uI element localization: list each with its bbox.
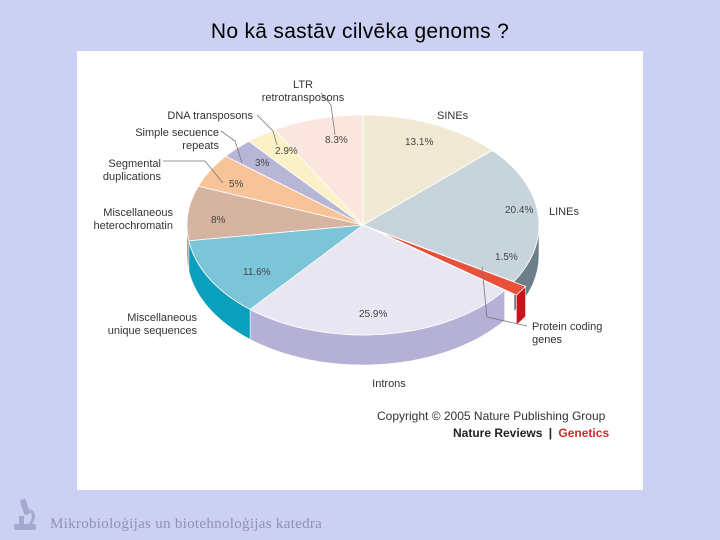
percent-label-9: 8.3% xyxy=(325,135,348,146)
leader-line-7 xyxy=(220,130,243,164)
slice-label-line: Simple secuence xyxy=(135,127,219,139)
slide-title: No kā sastāv cilvēka genoms ? xyxy=(210,20,510,43)
percent-label-0: 13.1% xyxy=(405,137,433,148)
percent-label-6: 5% xyxy=(229,179,244,190)
leader-line-6 xyxy=(163,160,224,184)
slice-label-1: LINEs xyxy=(549,206,579,218)
slice-label-6: Segmental duplications xyxy=(103,158,162,183)
leader-line-2 xyxy=(481,266,528,327)
chart-panel: SINEs LINEs Protein coding genes Introns Misc… xyxy=(77,51,643,490)
slice-label-3: Introns xyxy=(372,378,406,390)
slice-label-8: DNA transposons xyxy=(167,110,253,122)
slice-labels: SINEs LINEs Protein coding genes Introns Misc… xyxy=(94,79,603,390)
percent-label-5: 8% xyxy=(211,215,226,226)
slice-label-line: Introns xyxy=(372,378,406,390)
slice-label-2: Protein coding genes xyxy=(532,321,602,346)
microscope-icon xyxy=(14,498,36,530)
percent-label-4: 11.6% xyxy=(243,267,271,278)
percent-label-3: 25.9% xyxy=(359,309,387,320)
department-footer: Mikrobioloģijas un biotehnoloģijas kated… xyxy=(50,516,323,532)
pie-chart: SINEs LINEs Protein coding genes Introns Misc… xyxy=(94,79,610,440)
slice-label-line: SINEs xyxy=(437,110,469,122)
slice-label-line: Segmental xyxy=(108,158,161,170)
pie-slices xyxy=(186,114,540,336)
slice-label-line: DNA transposons xyxy=(167,110,253,122)
slice-label-line: genes xyxy=(532,334,562,346)
pie-slice-ltr-retrotransposons xyxy=(274,114,364,227)
journal-name: Nature Reviews xyxy=(453,426,543,440)
slice-label-line: LINEs xyxy=(549,206,579,218)
slice-label-line: Protein coding xyxy=(532,321,602,333)
pie-slice-introns xyxy=(249,224,506,336)
slice-label-line: unique sequences xyxy=(108,325,198,337)
percent-label-2: 1.5% xyxy=(495,252,518,263)
percent-label-7: 3% xyxy=(255,158,270,169)
slice-label-line: LTR xyxy=(293,79,313,91)
slice-label-7: Simple secuence repeats xyxy=(135,127,219,152)
journal-credit: Nature Reviews | Genetics xyxy=(453,426,609,440)
slice-label-4: Miscellaneous unique sequences xyxy=(108,312,198,337)
pie-slice-sines xyxy=(362,114,494,226)
percent-labels: 13.1% 20.4% 1.5% 25.9% 11.6% 8% 5% 3% 2.9% 8.3% xyxy=(211,135,533,320)
pie-slice-lines xyxy=(362,149,540,283)
slice-label-5: Miscellaneous heterochromatin xyxy=(94,207,174,232)
slice-label-9: LTR retrotransposons xyxy=(262,79,345,104)
pie-slice-protein-coding-genes xyxy=(374,229,527,296)
credit-separator: | xyxy=(549,426,552,440)
percent-label-1: 20.4% xyxy=(505,205,533,216)
pie-slice-miscellaneous-unique-sequences xyxy=(188,224,365,310)
leader-line-8 xyxy=(256,114,278,146)
leader-line-9 xyxy=(320,92,336,136)
pie-slice-miscellaneous-heterochromatin xyxy=(186,185,364,242)
copyright-text: Copyright © 2005 Nature Publishing Group xyxy=(377,409,606,423)
slice-label-line: repeats xyxy=(182,140,219,152)
slice-label-line: heterochromatin xyxy=(94,220,174,232)
leader-lines xyxy=(163,92,528,327)
section-name: Genetics xyxy=(558,426,609,440)
slice-label-0: SINEs xyxy=(437,110,469,122)
slice-label-line: Miscellaneous xyxy=(103,207,173,219)
slice-label-line: retrotransposons xyxy=(262,92,345,104)
slice-label-line: duplications xyxy=(103,171,162,183)
slice-label-line: Miscellaneous xyxy=(127,312,197,324)
percent-label-8: 2.9% xyxy=(275,146,298,157)
